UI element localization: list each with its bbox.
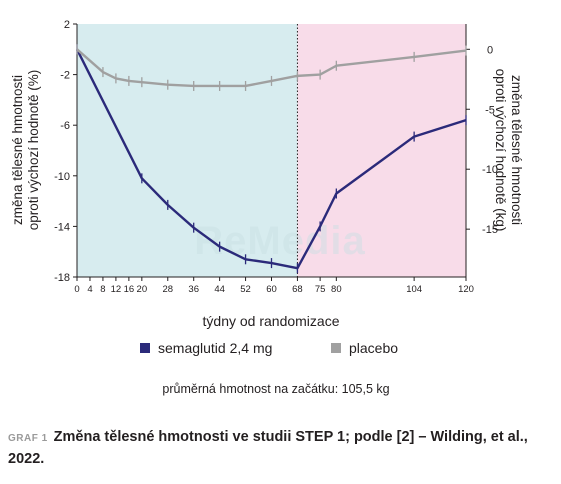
y-tick-label-left: -18 [54,272,70,284]
figure-caption: GRAF 1 Změna tělesné hmotnosti ve studii … [8,427,553,470]
series-lines [75,44,467,274]
x-tick-label: 68 [292,284,303,295]
legend-label-semaglutid: semaglutid 2,4 mg [158,340,272,356]
x-tick-label: 12 [111,284,122,295]
x-tick-label: 80 [331,284,342,295]
x-tick-label: 52 [240,284,251,295]
x-tick-label: 60 [266,284,277,295]
y-tick-label-left: -14 [54,221,70,233]
x-tick-label: 20 [137,284,148,295]
weight-change-chart: ReMedia 0 4 8 12 16 20 28 36 44 52 60 68 75 80 104 1202… [10,19,524,396]
y-tick-label-right: -5 [485,104,495,116]
background-regions [77,24,466,277]
axes: 0 4 8 12 16 20 28 36 44 52 60 68 75 80 104 1202-2-6-10-… [54,19,498,295]
series-line-1 [75,48,467,270]
x-tick-label: 36 [188,284,199,295]
y-tick-label-left: -2 [60,70,70,82]
x-tick-label: 104 [406,284,422,295]
y-tick-label-right: -10 [482,164,498,176]
x-tick-label: 28 [162,284,173,295]
background-region-2 [297,24,466,277]
x-tick-label: 8 [100,284,105,295]
y-tick-label-right: -15 [482,224,498,236]
x-tick-label: 120 [458,284,474,295]
y-axis-right-label: změna tělesné hmotnostioproti výchozí ho… [493,69,524,232]
remedia-watermark: ReMedia [194,219,366,263]
caption-label: GRAF 1 [8,433,48,444]
x-tick-label: 4 [87,284,92,295]
y-tick-label-left: -10 [54,171,70,183]
x-tick-label: 44 [214,284,225,295]
x-tick-label: 16 [124,284,135,295]
x-axis-label: týdny od randomizace [203,313,340,329]
y-tick-label-left: -6 [60,120,70,132]
legend-swatch-placebo [331,343,341,353]
x-tick-label: 75 [315,284,326,295]
background-region-1 [77,24,298,277]
y-tick-label-right: 0 [487,44,493,56]
legend-label-placebo: placebo [349,340,398,356]
y-tick-label-left: 2 [64,19,70,31]
x-tick-label: 0 [74,284,79,295]
legend: semaglutid 2,4 mg placebo [140,340,398,356]
svg-text:ReMedia: ReMedia [194,219,366,263]
caption-text: Změna tělesné hmotnosti ve studii STEP 1… [8,429,528,467]
y-axis-left-label: změna tělesné hmotnostioproti výchozí ho… [10,70,41,231]
legend-swatch-semaglutid [140,343,150,353]
baseline-weight-note: průměrná hmotnost na začátku: 105,5 kg [162,382,389,396]
